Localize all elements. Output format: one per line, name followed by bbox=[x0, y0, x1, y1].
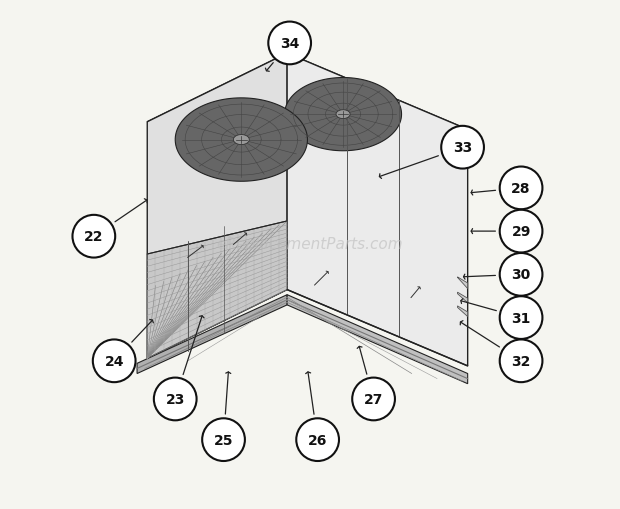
Circle shape bbox=[500, 253, 542, 296]
Circle shape bbox=[202, 418, 245, 461]
Circle shape bbox=[500, 340, 542, 382]
Circle shape bbox=[268, 22, 311, 65]
Text: 29: 29 bbox=[512, 224, 531, 239]
Polygon shape bbox=[458, 293, 467, 303]
Circle shape bbox=[500, 297, 542, 340]
Text: 33: 33 bbox=[453, 141, 472, 155]
Polygon shape bbox=[137, 295, 287, 374]
Text: 30: 30 bbox=[512, 268, 531, 282]
Text: 24: 24 bbox=[104, 354, 124, 368]
Text: 32: 32 bbox=[512, 354, 531, 368]
Polygon shape bbox=[285, 78, 402, 152]
Text: 23: 23 bbox=[166, 392, 185, 406]
Text: 27: 27 bbox=[364, 392, 383, 406]
Circle shape bbox=[93, 340, 136, 382]
Polygon shape bbox=[147, 54, 467, 199]
Text: 31: 31 bbox=[512, 311, 531, 325]
Text: 26: 26 bbox=[308, 433, 327, 447]
Polygon shape bbox=[287, 295, 467, 384]
Circle shape bbox=[352, 378, 395, 420]
Circle shape bbox=[500, 210, 542, 253]
Text: eReplacementParts.com: eReplacementParts.com bbox=[216, 237, 404, 252]
Circle shape bbox=[296, 418, 339, 461]
Text: 25: 25 bbox=[214, 433, 233, 447]
Polygon shape bbox=[458, 277, 467, 289]
Polygon shape bbox=[147, 54, 287, 358]
Text: 28: 28 bbox=[512, 182, 531, 195]
Polygon shape bbox=[233, 135, 249, 145]
Polygon shape bbox=[175, 99, 308, 182]
Text: 22: 22 bbox=[84, 230, 104, 244]
Polygon shape bbox=[287, 54, 467, 366]
Polygon shape bbox=[336, 110, 350, 119]
Circle shape bbox=[154, 378, 197, 420]
Circle shape bbox=[441, 127, 484, 169]
Polygon shape bbox=[147, 221, 287, 358]
Text: 34: 34 bbox=[280, 37, 299, 51]
Circle shape bbox=[500, 167, 542, 210]
Polygon shape bbox=[458, 306, 467, 317]
Circle shape bbox=[73, 215, 115, 258]
